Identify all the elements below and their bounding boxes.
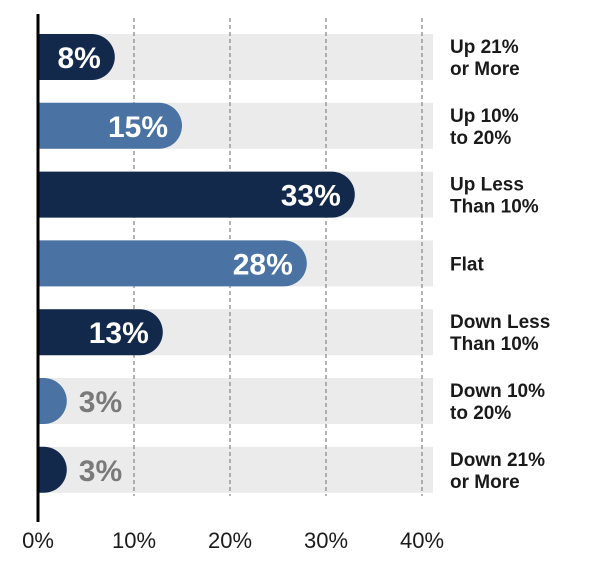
bar xyxy=(38,34,115,80)
x-tick-label: 40% xyxy=(400,528,444,553)
bar xyxy=(38,446,67,493)
category-label: Flat xyxy=(450,254,484,275)
x-tick-label: 20% xyxy=(208,528,252,553)
bar xyxy=(38,171,355,218)
x-tick-labels: 0% 10% 20% 30% 40% xyxy=(22,528,444,553)
category-label: Up 10% to 20% xyxy=(450,106,519,149)
bar-track xyxy=(38,378,433,424)
bar xyxy=(38,102,182,149)
category-label: Down 10% to 20% xyxy=(450,381,545,424)
category-labels: Up 21% or More Up 10% to 20% Up Less Than 10%… xyxy=(450,37,550,493)
x-tick-label: 30% xyxy=(304,528,348,553)
bar xyxy=(38,378,67,424)
value-label: 15% xyxy=(108,111,168,144)
value-label: 3% xyxy=(79,455,122,488)
category-label: Down Less Than 10% xyxy=(450,312,550,355)
x-tick-label: 0% xyxy=(22,528,54,553)
value-label: 33% xyxy=(281,180,341,213)
value-labels: 8% 15% 33% 28% 13% 3% 3% xyxy=(57,42,340,488)
bar xyxy=(38,240,307,287)
bar xyxy=(38,309,163,356)
bars xyxy=(38,34,355,493)
category-label: Up Less Than 10% xyxy=(450,175,539,218)
bar-track xyxy=(38,446,433,493)
x-tick-label: 10% xyxy=(112,528,156,553)
value-label: 28% xyxy=(233,248,293,281)
category-label: Up 21% or More xyxy=(450,37,520,80)
value-label: 13% xyxy=(89,317,149,350)
category-label: Down 21% or More xyxy=(450,450,545,493)
value-label: 8% xyxy=(57,42,100,75)
value-label: 3% xyxy=(79,386,122,419)
